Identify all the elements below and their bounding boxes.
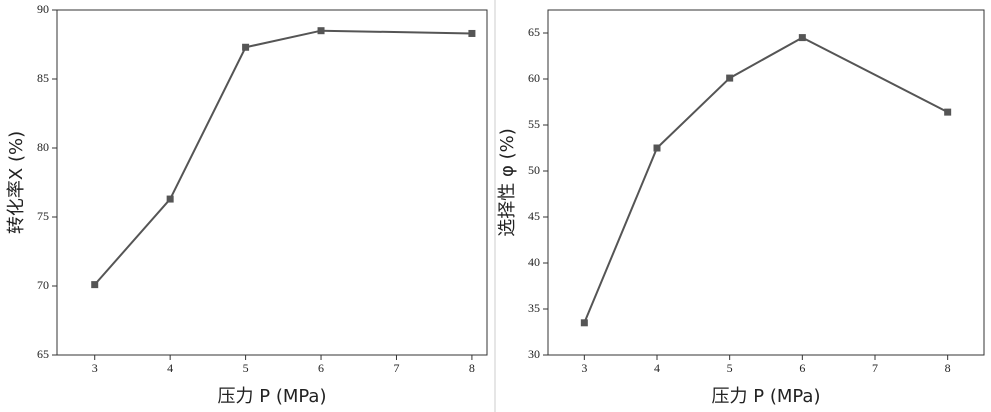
x-tick-label: 5: [727, 361, 733, 375]
x-tick-label: 4: [167, 361, 173, 375]
x-tick-label: 6: [799, 361, 805, 375]
plot-frame: [56, 9, 488, 356]
y-tick-label: 75: [37, 209, 49, 223]
y-tick-label: 65: [528, 25, 540, 39]
data-point: [317, 27, 325, 35]
y-tick-label: 60: [528, 71, 540, 85]
y-tick-label: 85: [37, 71, 49, 85]
y-axis-title: 选择性 φ (%): [497, 128, 518, 236]
data-point: [798, 34, 806, 42]
y-tick-label: 65: [37, 347, 49, 361]
data-point: [726, 74, 734, 82]
x-tick-label: 3: [581, 361, 587, 375]
y-tick-label: 45: [528, 209, 540, 223]
plot-frame: [547, 9, 985, 356]
y-tick-label: 90: [37, 2, 49, 16]
x-tick-label: 7: [872, 361, 878, 375]
y-tick-label: 80: [37, 140, 49, 154]
x-tick-label: 3: [92, 361, 98, 375]
y-tick-label: 30: [528, 347, 540, 361]
data-point: [580, 319, 588, 327]
x-axis-title: 压力 P (MPa): [712, 386, 821, 407]
data-point: [944, 108, 952, 116]
y-tick-label: 35: [528, 301, 540, 315]
x-tick-label: 5: [243, 361, 249, 375]
y-axis-title: 转化率X (%): [6, 131, 27, 234]
y-tick-label: 70: [37, 278, 49, 292]
x-tick-label: 6: [318, 361, 324, 375]
data-line: [93, 29, 472, 286]
x-tick-label: 8: [945, 361, 951, 375]
data-point: [166, 195, 174, 203]
y-tick-label: 40: [528, 255, 540, 269]
y-tick-label: 50: [528, 163, 540, 177]
y-tick-label: 55: [528, 117, 540, 131]
x-tick-label: 4: [654, 361, 660, 375]
x-tick-label: 8: [469, 361, 475, 375]
data-line: [583, 36, 949, 324]
data-point: [468, 29, 476, 37]
data-point: [653, 144, 661, 152]
data-point: [91, 281, 99, 289]
x-axis-title: 压力 P (MPa): [218, 386, 327, 407]
x-tick-label: 7: [393, 361, 399, 375]
data-point: [242, 43, 250, 51]
